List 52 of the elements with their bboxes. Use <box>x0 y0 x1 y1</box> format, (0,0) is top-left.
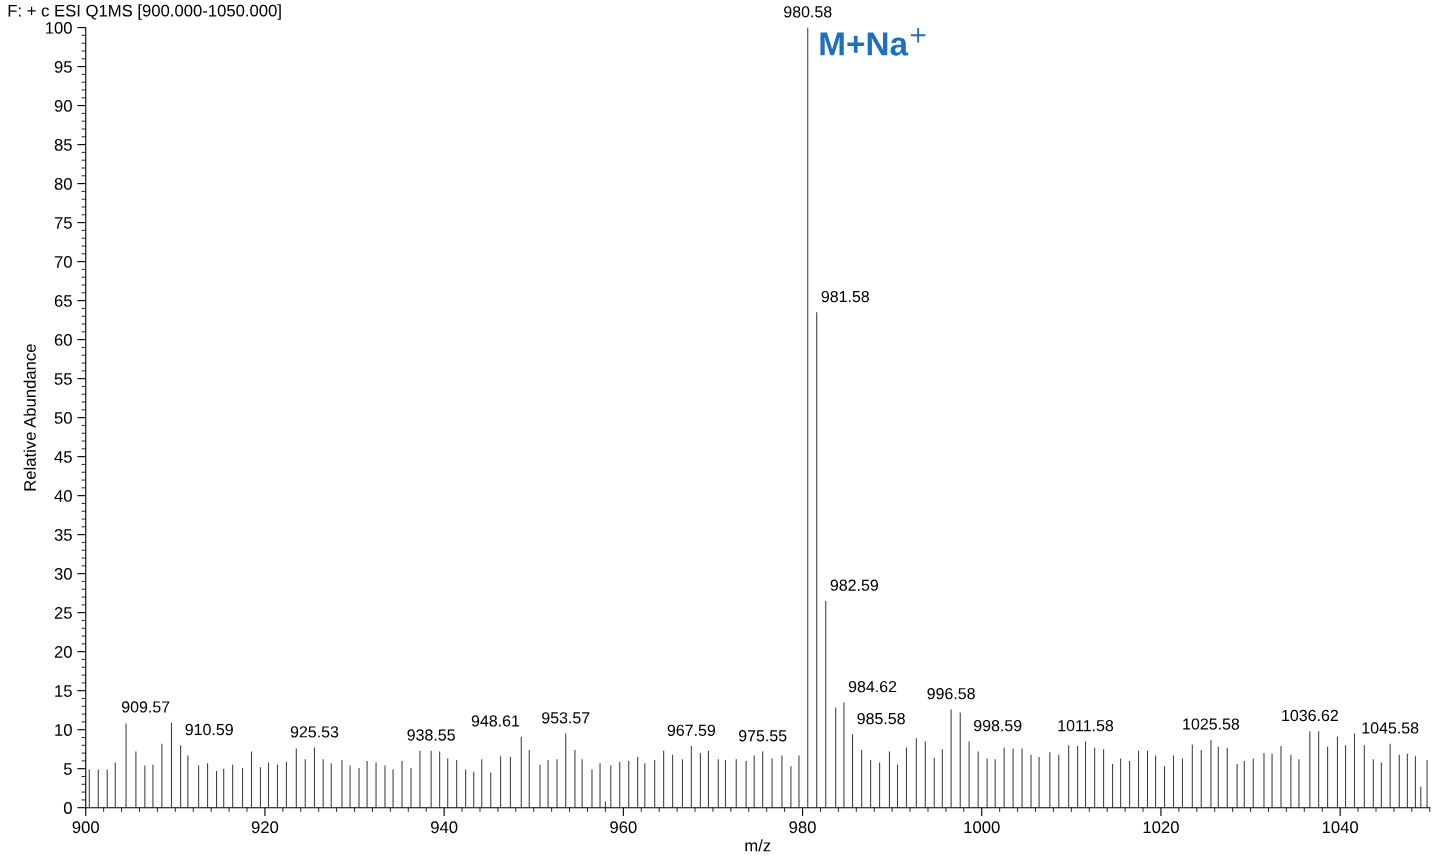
x-tick-label: 920 <box>251 821 279 834</box>
annotation: 981.58 <box>821 290 870 303</box>
y-tick-label: 5 <box>63 763 72 775</box>
annotation: 953.57 <box>542 712 590 724</box>
y-tick-label: 0 <box>63 802 72 814</box>
annotation: 985.58 <box>857 712 905 725</box>
y-tick-label: 85 <box>54 139 72 151</box>
y-tick-label: 25 <box>54 607 72 619</box>
annotation: 909.57 <box>121 701 170 713</box>
y-tick-label: 15 <box>55 685 72 697</box>
annotation: 975.55 <box>738 730 787 742</box>
y-tick-label: 80 <box>54 178 72 190</box>
annotation: 996.58 <box>927 687 975 700</box>
x-axis-title: m/z <box>745 839 771 852</box>
y-tick-label: 100 <box>46 21 72 34</box>
annotation: 910.59 <box>185 723 233 736</box>
annotation: 948.61 <box>471 715 520 727</box>
annotation: 982.59 <box>830 579 879 591</box>
y-tick-label: 75 <box>54 217 72 229</box>
y-tick-label: 50 <box>54 412 72 424</box>
y-tick-label: 45 <box>54 451 72 463</box>
y-tick-label: 60 <box>54 334 72 346</box>
annotation: 998.59 <box>974 719 1022 732</box>
y-tick-label: 20 <box>54 646 72 658</box>
annotation: 1036.62 <box>1282 709 1338 722</box>
y-tick-label: 35 <box>54 529 72 541</box>
x-tick-label: 940 <box>431 821 458 834</box>
annotation: 938.55 <box>407 729 455 741</box>
annotation: 1045.58 <box>1362 722 1419 734</box>
y-tick-label: 10 <box>55 724 72 736</box>
y-tick-label: 65 <box>54 295 72 307</box>
annotation: 925.53 <box>290 726 339 738</box>
annotation: 1011.58 <box>1058 719 1114 732</box>
x-tick-label: 1040 <box>1322 821 1359 834</box>
x-tick-label: 900 <box>72 821 99 834</box>
x-tick-label: 980 <box>789 821 816 834</box>
y-tick-label: 30 <box>54 568 72 580</box>
y-tick-label: 55 <box>54 373 72 385</box>
chart-title: F: + c ESI Q1MS [900.000-1050.000] <box>8 4 281 20</box>
annotation: M+Na$^{+}$ <box>820 27 926 56</box>
y-tick-label: 95 <box>54 60 72 73</box>
x-tick-label: 1020 <box>1143 821 1179 834</box>
annotation: 1025.58 <box>1183 718 1240 730</box>
annotation: 980.58 <box>784 6 832 18</box>
x-tick-label: 1000 <box>964 821 1000 834</box>
y-axis-title: Relative Abundance <box>23 344 36 491</box>
y-tick-label: 70 <box>54 256 72 268</box>
x-tick-label: 960 <box>610 821 637 834</box>
y-tick-label: 90 <box>54 100 72 112</box>
y-tick-label: 40 <box>54 490 72 502</box>
annotation: 984.62 <box>848 680 897 693</box>
annotation: 967.59 <box>667 724 716 736</box>
